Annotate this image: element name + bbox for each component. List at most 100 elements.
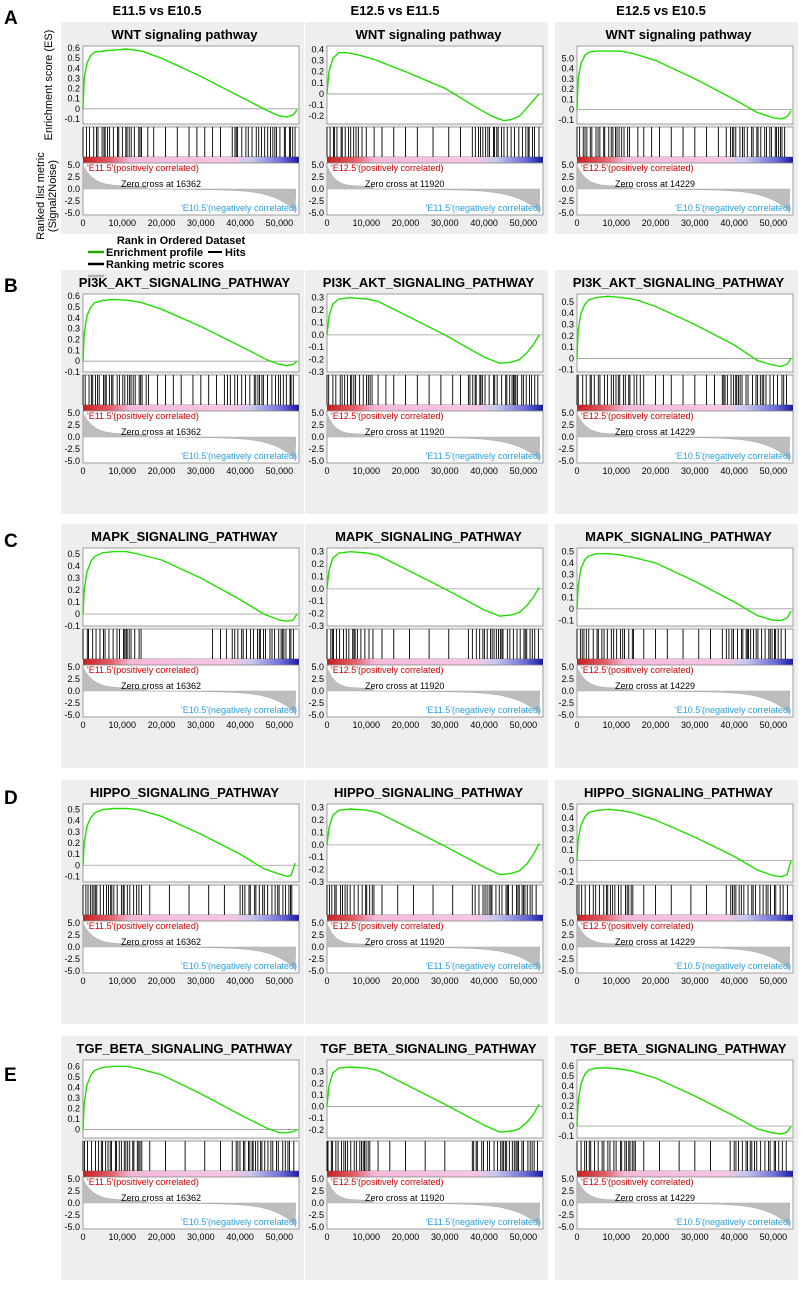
metric-tick-label: -2.5: [64, 196, 80, 206]
metric-tick-label: -5.0: [64, 710, 80, 720]
metric-tick-label: 0.0: [561, 1198, 574, 1208]
es-plot-area: [576, 547, 794, 627]
zero-cross-label: Zero cross at 16362: [121, 937, 201, 947]
es-tick-label: 0.2: [311, 815, 324, 825]
es-tick-label: 0: [75, 356, 80, 366]
x-tick-label: 40,000: [226, 466, 254, 476]
es-tick-label: 0.5: [67, 549, 80, 559]
gsea-panel-C-3: MAPK_SIGNALING_PATHWAY0.50.40.30.20.10-0…: [555, 524, 798, 768]
x-tick-label: 40,000: [226, 720, 254, 730]
metric-tick-label: 0.0: [561, 432, 574, 442]
es-tick-label: -0.2: [308, 355, 324, 365]
metric-tick-label: 5.0: [67, 918, 80, 928]
ranking-color-bar: [577, 157, 793, 163]
es-tick-label: 0.1: [67, 597, 80, 607]
es-tick-label: -0.3: [308, 877, 324, 887]
x-tick-label: 50,000: [266, 976, 294, 986]
es-tick-label: 0: [319, 89, 324, 99]
es-tick-label: 0.2: [67, 585, 80, 595]
x-tick-label: 20,000: [642, 720, 670, 730]
es-tick-label: 0.3: [311, 803, 324, 813]
x-tick-label: 0: [324, 218, 329, 228]
metric-tick-label: 5.0: [311, 408, 324, 418]
legend-label-ranking: Ranking metric scores: [106, 259, 224, 271]
y-axis-label-metric-line1: Ranked list metric: [35, 152, 47, 240]
x-tick-label: 40,000: [470, 1232, 498, 1242]
es-tick-label: -0.1: [308, 342, 324, 352]
ranking-metric-area: [326, 413, 541, 460]
ranking-metric-area: [576, 1179, 791, 1226]
es-tick-label: 0.5: [67, 805, 80, 815]
positive-correlated-label: 'E11.5'(positively correlated): [87, 665, 199, 675]
metric-tick-label: 5.0: [561, 918, 574, 928]
es-tick-label: 0.5: [561, 1071, 574, 1081]
ranking-color-bar: [83, 1171, 299, 1177]
ranking-metric-area: [576, 413, 791, 460]
x-tick-label: 40,000: [720, 466, 748, 476]
zero-cross-label: Zero cross at 11920: [365, 937, 444, 947]
es-tick-label: 0.4: [561, 558, 574, 568]
metric-tick-label: 5.0: [311, 918, 324, 928]
es-tick-label: 0.1: [561, 94, 574, 104]
es-tick-label: 0.1: [561, 845, 574, 855]
zero-cross-label: Zero cross at 16362: [121, 179, 201, 189]
row-label-E: E: [4, 1065, 17, 1086]
x-tick-label: 30,000: [431, 976, 459, 986]
es-tick-label: 0: [569, 1121, 574, 1131]
metric-tick-label: 5.0: [311, 1174, 324, 1184]
x-tick-label: 30,000: [431, 720, 459, 730]
x-tick-label: 0: [80, 976, 85, 986]
es-plot-area: [326, 293, 544, 373]
x-tick-label: 20,000: [392, 466, 420, 476]
x-tick-label: 0: [574, 720, 579, 730]
x-tick-label: 50,000: [760, 466, 788, 476]
zero-cross-label: Zero cross at 14229: [615, 1193, 695, 1203]
x-tick-label: 0: [80, 218, 85, 228]
x-tick-label: 50,000: [760, 720, 788, 730]
metric-tick-label: -2.5: [308, 444, 324, 454]
x-tick-label: 0: [574, 466, 579, 476]
es-curve: [576, 1067, 792, 1135]
metric-tick-label: -2.5: [558, 698, 574, 708]
es-tick-label: 0: [75, 1125, 80, 1135]
es-tick-label: -0.1: [558, 615, 574, 625]
es-tick-label: -0.1: [558, 365, 574, 375]
x-tick-label: 0: [574, 1232, 579, 1242]
es-tick-label: 0.5: [67, 302, 80, 312]
es-tick-label: 0.3: [311, 547, 324, 557]
zero-cross-label: Zero cross at 11920: [365, 681, 444, 691]
es-tick-label: 0.0: [311, 584, 324, 594]
panel-title: PI3K_AKT_SIGNALING_PATHWAY: [79, 275, 291, 290]
metric-tick-label: -2.5: [308, 196, 324, 206]
legend-label-enrichment: Enrichment profile: [106, 247, 203, 259]
ranking-color-bar: [83, 405, 299, 411]
negative-correlated-label: 'E10.5'(negatively correlated): [181, 961, 297, 971]
metric-tick-label: 0.0: [67, 942, 80, 952]
es-tick-label: 0.3: [67, 324, 80, 334]
metric-tick-label: 5.0: [67, 662, 80, 672]
metric-tick-label: -5.0: [64, 1222, 80, 1232]
metric-tick-label: 0.0: [67, 686, 80, 696]
panel-title: TGF_BETA_SIGNALING_PATHWAY: [76, 1041, 293, 1056]
es-tick-label: 0.2: [67, 84, 80, 94]
ranking-metric-area: [326, 1179, 541, 1226]
es-tick-label: 0.6: [67, 1061, 80, 1071]
ranking-color-bar: [577, 405, 793, 411]
es-tick-label: 0.4: [67, 561, 80, 571]
ranking-color-bar: [327, 1171, 543, 1177]
es-tick-label: 0.0: [311, 330, 324, 340]
metric-tick-label: -5.0: [558, 208, 574, 218]
metric-tick-label: 5.0: [561, 662, 574, 672]
positive-correlated-label: 'E12.5'(positively correlated): [581, 665, 694, 675]
metric-tick-label: -5.0: [308, 966, 324, 976]
metric-tick-label: 2.5: [561, 172, 574, 182]
es-tick-label: -0.3: [308, 367, 324, 377]
es-tick-label: 0.3: [67, 827, 80, 837]
gsea-panel-A-1: WNT signaling pathway0.60.50.40.30.20.10…: [61, 22, 304, 234]
ranking-color-bar: [327, 157, 543, 163]
x-tick-label: 30,000: [187, 720, 215, 730]
x-tick-label: 50,000: [510, 466, 538, 476]
es-tick-label: 0.3: [67, 1093, 80, 1103]
x-tick-label: 40,000: [226, 976, 254, 986]
x-tick-label: 50,000: [266, 720, 294, 730]
